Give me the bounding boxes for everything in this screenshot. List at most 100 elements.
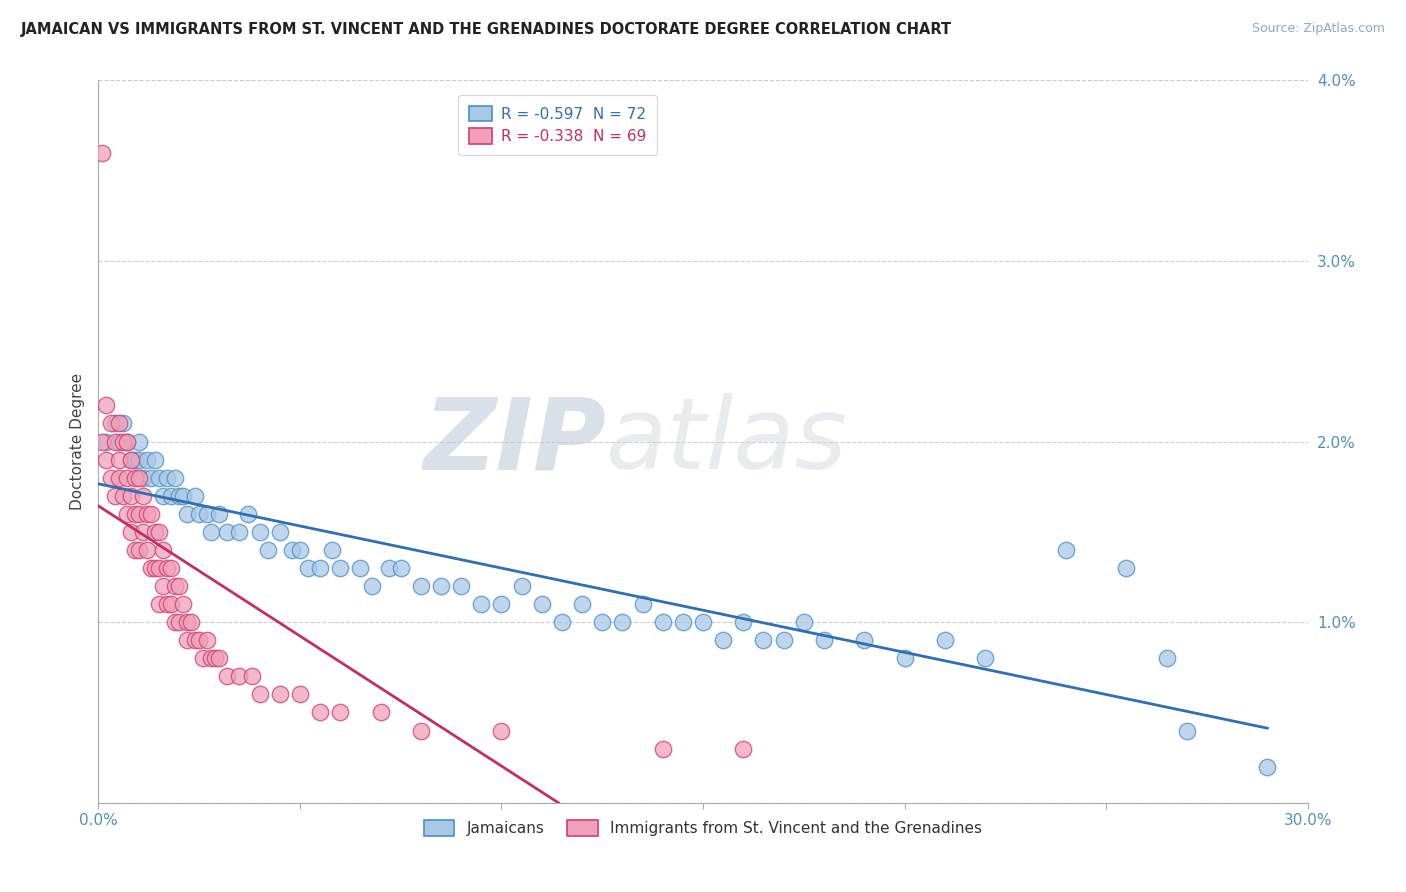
Point <box>167 615 190 630</box>
Point <box>491 597 513 611</box>
Point <box>135 542 157 557</box>
Point <box>530 597 553 611</box>
Point <box>160 489 183 503</box>
Point <box>184 489 207 503</box>
Point <box>160 597 183 611</box>
Point <box>974 651 997 665</box>
Point <box>143 561 166 575</box>
Point <box>1115 561 1137 575</box>
Point <box>176 507 198 521</box>
Point <box>115 507 138 521</box>
Point <box>1256 760 1278 774</box>
Point <box>152 489 174 503</box>
Point <box>124 452 146 467</box>
Point <box>152 579 174 593</box>
Point <box>200 524 222 539</box>
Point <box>349 561 371 575</box>
Point <box>329 706 352 720</box>
Point <box>120 452 142 467</box>
Point <box>1175 723 1198 738</box>
Point <box>163 579 186 593</box>
Point <box>228 669 250 683</box>
Point <box>208 651 231 665</box>
Point <box>120 524 142 539</box>
Point <box>124 471 146 485</box>
Point <box>163 471 186 485</box>
Point <box>132 471 155 485</box>
Point <box>389 561 412 575</box>
Point <box>163 615 186 630</box>
Point <box>156 471 179 485</box>
Point <box>96 398 118 412</box>
Point <box>148 471 170 485</box>
Point <box>96 452 118 467</box>
Point <box>107 471 129 485</box>
Point <box>612 615 634 630</box>
Point <box>193 651 215 665</box>
Point <box>128 542 150 557</box>
Point <box>188 633 211 648</box>
Point <box>143 524 166 539</box>
Point <box>135 452 157 467</box>
Point <box>156 597 179 611</box>
Point <box>152 542 174 557</box>
Point <box>309 706 332 720</box>
Point <box>103 417 125 431</box>
Point <box>107 452 129 467</box>
Point <box>651 741 673 756</box>
Point <box>853 633 876 648</box>
Point <box>651 615 673 630</box>
Point <box>120 489 142 503</box>
Point <box>167 579 190 593</box>
Point <box>591 615 613 630</box>
Point <box>148 524 170 539</box>
Point <box>128 507 150 521</box>
Point <box>240 669 263 683</box>
Point <box>321 542 343 557</box>
Point <box>217 669 239 683</box>
Point <box>249 687 271 701</box>
Point <box>228 524 250 539</box>
Point <box>309 561 332 575</box>
Point <box>107 417 129 431</box>
Point <box>200 651 222 665</box>
Point <box>195 633 218 648</box>
Point <box>288 687 311 701</box>
Point <box>176 633 198 648</box>
Point <box>711 633 734 648</box>
Point <box>772 633 794 648</box>
Point <box>450 579 472 593</box>
Point <box>148 561 170 575</box>
Point <box>361 579 384 593</box>
Point <box>184 633 207 648</box>
Point <box>236 507 259 521</box>
Point <box>107 434 129 449</box>
Point <box>120 452 142 467</box>
Point <box>256 542 278 557</box>
Point <box>692 615 714 630</box>
Point <box>204 651 226 665</box>
Point <box>172 597 194 611</box>
Point <box>115 471 138 485</box>
Point <box>430 579 453 593</box>
Point <box>172 489 194 503</box>
Point <box>510 579 533 593</box>
Point <box>752 633 775 648</box>
Point <box>160 561 183 575</box>
Point <box>91 145 114 160</box>
Point <box>195 507 218 521</box>
Point <box>103 434 125 449</box>
Point <box>124 542 146 557</box>
Point <box>288 542 311 557</box>
Point <box>91 434 114 449</box>
Point <box>139 507 162 521</box>
Point <box>813 633 835 648</box>
Point <box>167 489 190 503</box>
Point <box>269 687 291 701</box>
Text: JAMAICAN VS IMMIGRANTS FROM ST. VINCENT AND THE GRENADINES DOCTORATE DEGREE CORR: JAMAICAN VS IMMIGRANTS FROM ST. VINCENT … <box>21 22 952 37</box>
Point <box>128 452 150 467</box>
Legend: Jamaicans, Immigrants from St. Vincent and the Grenadines: Jamaicans, Immigrants from St. Vincent a… <box>418 814 988 842</box>
Point <box>217 524 239 539</box>
Point <box>111 489 134 503</box>
Point <box>100 417 122 431</box>
